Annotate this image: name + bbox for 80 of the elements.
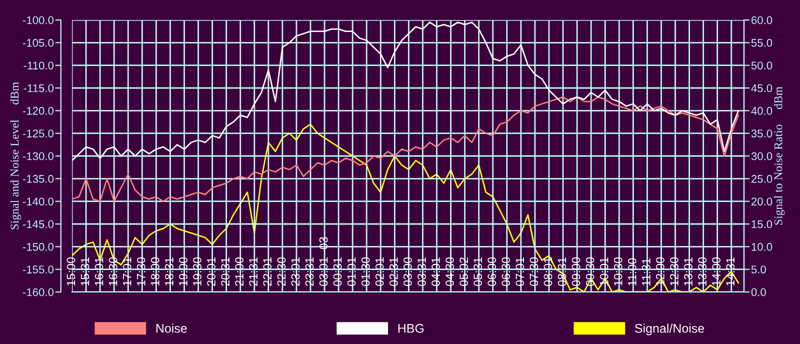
y-tick-label: -145.0 (22, 220, 54, 228)
x-tick-label: 18:00 (150, 257, 160, 286)
y-tick-label: -125.0 (22, 130, 54, 138)
y2-tick-label: 35.0 (751, 130, 772, 138)
x-tick-label: 09:30 (586, 257, 594, 286)
x-tick-label: 10:01 (600, 257, 608, 286)
x-tick-label: 15:00 (66, 257, 76, 286)
x-tick-label: 00:31 (333, 257, 342, 286)
y-tick-label: -120.0 (22, 106, 54, 115)
x-tick-label: 16:30 (108, 257, 118, 286)
y2-tick-label: 5.0 (751, 266, 766, 274)
x-tick-label: 23:31 (305, 257, 314, 286)
x-tick-label: 21:31 (249, 257, 258, 286)
x-tick-label: 16:01 (94, 257, 104, 286)
x-tick-label: 13:30 (698, 257, 706, 286)
x-tick-label: 03:31 (418, 257, 426, 286)
y-tick-label: -135.0 (22, 174, 54, 183)
x-tick-label: 22:30 (277, 257, 286, 286)
x-tick-label: 05:02 (460, 257, 468, 286)
x-tick-label: 20:01 (207, 257, 216, 286)
legend-label: HBG (398, 324, 424, 333)
x-tick-label: 06:00 (488, 257, 496, 286)
x-tick-label: 02:31 (389, 257, 398, 286)
y-axis-title: Signal and Noise Level dBm (10, 82, 22, 230)
x-tick-label: 23:01 (291, 257, 300, 286)
y-tick-label: -115.0 (24, 84, 54, 92)
legend-label: Signal/Noise (635, 324, 704, 336)
y2-tick-label: 25.0 (752, 174, 772, 183)
y-tick-label: -130.0 (22, 152, 54, 160)
x-tick-label: 14:00 (712, 257, 721, 286)
x-tick-label: 20:31 (221, 257, 230, 286)
x-tick-label: 13:01 (684, 257, 692, 286)
y2-tick-label: 50.0 (751, 62, 772, 70)
y2-tick-label: 45.0 (751, 84, 772, 92)
x-tick-label: 01:30 (361, 257, 370, 286)
x-tick-label: 03:00 (404, 257, 412, 286)
y2-tick-label: 60.0 (752, 16, 772, 24)
line-series (72, 22, 740, 162)
x-tick-label: 05:31 (474, 257, 482, 286)
x-tick-label: 19:30 (193, 257, 202, 286)
x-tick-label: 09:00 (572, 257, 580, 286)
x-tick-label: 21:00 (235, 257, 244, 286)
x-tick-label: 18:31 (165, 257, 174, 286)
x-tick-label: 07:30 (530, 257, 538, 286)
x-tick-label: 12:00 (656, 257, 664, 286)
y-tick-label: -110.0 (24, 62, 54, 70)
y-tick-label: -105.0 (22, 38, 54, 47)
line-series (72, 96, 740, 202)
x-tick-label: 01:01 (347, 257, 356, 286)
y2-tick-label: 0.0 (751, 288, 766, 296)
y-tick-label: -150.0 (22, 242, 54, 251)
x-tick-label: 06:30 (502, 257, 510, 286)
x-tick-label: 17:30 (136, 257, 146, 286)
x-tick-label: 03:01 -03 (319, 237, 328, 286)
x-tick-label: 02:01 (375, 257, 384, 286)
x-tick-label: 14:31 (726, 257, 735, 286)
y2-tick-label: 30.0 (751, 152, 772, 160)
x-tick-label: 10:30 (614, 257, 622, 286)
legend-label: Noise (156, 324, 187, 333)
y-tick-label: -155.0 (22, 266, 54, 274)
x-tick-label: 04:01 (432, 257, 440, 286)
x-tick-label: 17:01 (122, 257, 132, 286)
y2-tick-label: 10.0 (752, 242, 772, 251)
x-tick-label: 08:01 (544, 257, 552, 286)
x-tick-label: 04:30 (446, 257, 454, 286)
x-tick-label: 12:30 (670, 257, 678, 286)
x-tick-label: 11:31 (642, 258, 650, 286)
y-tick-label: -140.0 (22, 198, 54, 206)
x-tick-label: 08:31 (558, 257, 566, 286)
x-tick-label: 19:00 (179, 257, 188, 286)
y2-tick-label: 15.0 (752, 220, 772, 228)
y2-tick-label: 40.0 (751, 106, 772, 115)
y-tick-label: -100.0 (22, 16, 54, 24)
y2-axis-title: Signal to Noise Ratio dBm (774, 86, 785, 225)
y2-tick-label: 20.0 (752, 198, 772, 206)
x-tick-label: 15:31 (80, 257, 90, 286)
x-tick-label: 22:01 (263, 257, 272, 286)
x-tick-label: 07:01 (516, 257, 524, 286)
y2-tick-label: 55.0 (751, 38, 772, 47)
y-tick-label: -160.0 (22, 288, 54, 296)
